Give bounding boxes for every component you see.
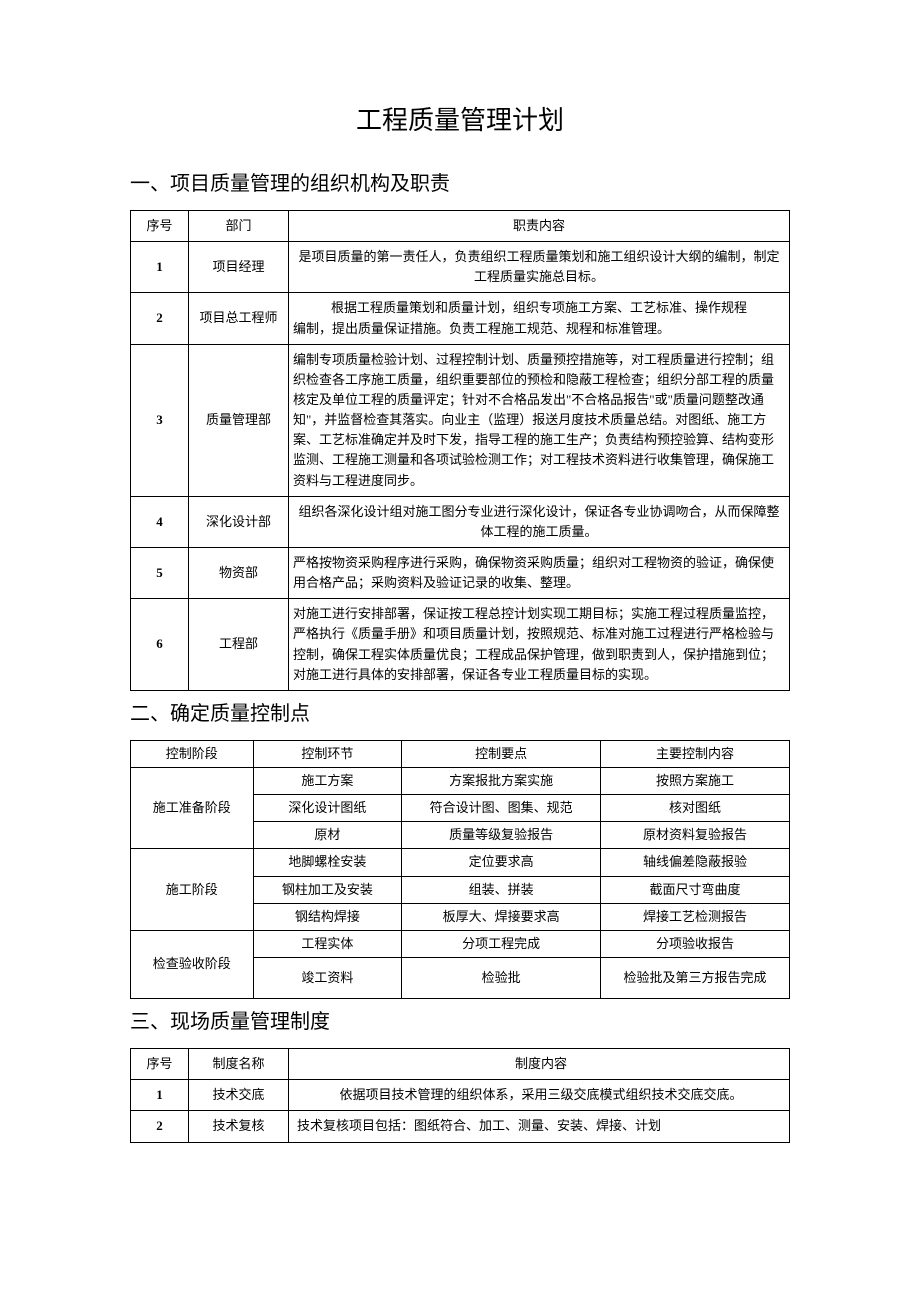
content-line1: 根据工程质量策划和质量计划，组织专项施工方案、工艺标准、操作规程 (293, 298, 785, 318)
row-content: 编制专项质量检验计划、过程控制计划、质量预控措施等，对工程质量进行控制；组织检查… (289, 344, 790, 496)
row-dept: 质量管理部 (189, 344, 289, 496)
row-dept: 项目经理 (189, 242, 289, 293)
row-name: 技术复核 (189, 1111, 289, 1142)
row-num: 2 (131, 1111, 189, 1142)
point-cell: 方案报批方案实施 (402, 767, 601, 794)
section-1-heading: 一、项目质量管理的组织机构及职责 (130, 167, 790, 196)
main-cell: 原材资料复验报告 (601, 822, 790, 849)
main-cell: 轴线偏差隐蔽报验 (601, 849, 790, 876)
table-header-link: 控制环节 (253, 740, 402, 767)
table-header-content: 制度内容 (289, 1049, 790, 1080)
table-header-row: 序号 制度名称 制度内容 (131, 1049, 790, 1080)
table-header-name: 制度名称 (189, 1049, 289, 1080)
link-cell: 深化设计图纸 (253, 795, 402, 822)
table-header-row: 控制阶段 控制环节 控制要点 主要控制内容 (131, 740, 790, 767)
table-header-num: 序号 (131, 1049, 189, 1080)
table-row: 5 物资部 严格按物资采购程序进行采购，确保物资采购质量；组织对工程物资的验证，… (131, 547, 790, 598)
main-cell: 核对图纸 (601, 795, 790, 822)
point-cell: 检验批 (402, 957, 601, 998)
row-name: 技术交底 (189, 1080, 289, 1111)
main-cell: 焊接工艺检测报告 (601, 903, 790, 930)
row-num: 4 (131, 496, 189, 547)
row-content: 依据项目技术管理的组织体系，采用三级交底模式组织技术交底交底。 (289, 1080, 790, 1111)
table-row: 检查验收阶段 工程实体 分项工程完成 分项验收报告 (131, 930, 790, 957)
point-cell: 定位要求高 (402, 849, 601, 876)
point-cell: 质量等级复验报告 (402, 822, 601, 849)
link-cell: 竣工资料 (253, 957, 402, 998)
table-2-control-points: 控制阶段 控制环节 控制要点 主要控制内容 施工准备阶段 施工方案 方案报批方案… (130, 740, 790, 999)
section-3-heading: 三、现场质量管理制度 (130, 1005, 790, 1034)
link-cell: 原材 (253, 822, 402, 849)
table-header-num: 序号 (131, 211, 189, 242)
phase-cell: 施工阶段 (131, 849, 254, 930)
table-row: 施工准备阶段 施工方案 方案报批方案实施 按照方案施工 (131, 767, 790, 794)
table-1-responsibilities: 序号 部门 职责内容 1 项目经理 是项目质量的第一责任人，负责组织工程质量策划… (130, 210, 790, 691)
row-num: 6 (131, 599, 189, 691)
table-row: 施工阶段 地脚螺栓安装 定位要求高 轴线偏差隐蔽报验 (131, 849, 790, 876)
row-content: 根据工程质量策划和质量计划，组织专项施工方案、工艺标准、操作规程 编制，提出质量… (289, 293, 790, 344)
row-dept: 项目总工程师 (189, 293, 289, 344)
table-3-management-system: 序号 制度名称 制度内容 1 技术交底 依据项目技术管理的组织体系，采用三级交底… (130, 1048, 790, 1142)
row-dept: 工程部 (189, 599, 289, 691)
table-header-content: 职责内容 (289, 211, 790, 242)
table-row: 2 项目总工程师 根据工程质量策划和质量计划，组织专项施工方案、工艺标准、操作规… (131, 293, 790, 344)
main-cell: 检验批及第三方报告完成 (601, 957, 790, 998)
link-cell: 钢结构焊接 (253, 903, 402, 930)
content-line2: 编制，提出质量保证措施。负责工程施工规范、规程和标准管理。 (293, 319, 785, 339)
point-cell: 组装、拼装 (402, 876, 601, 903)
link-cell: 工程实体 (253, 930, 402, 957)
row-content: 组织各深化设计组对施工图分专业进行深化设计，保证各专业协调吻合，从而保障整体工程… (289, 496, 790, 547)
main-cell: 截面尺寸弯曲度 (601, 876, 790, 903)
main-cell: 按照方案施工 (601, 767, 790, 794)
table-header-point: 控制要点 (402, 740, 601, 767)
row-num: 3 (131, 344, 189, 496)
row-content: 对施工进行安排部署，保证按工程总控计划实现工期目标；实施工程过程质量监控，严格执… (289, 599, 790, 691)
table-header-row: 序号 部门 职责内容 (131, 211, 790, 242)
row-dept: 物资部 (189, 547, 289, 598)
row-content: 技术复核项目包括：图纸符合、加工、测量、安装、焊接、计划 (289, 1111, 790, 1142)
document-title: 工程质量管理计划 (130, 100, 790, 137)
table-row: 1 技术交底 依据项目技术管理的组织体系，采用三级交底模式组织技术交底交底。 (131, 1080, 790, 1111)
phase-cell: 施工准备阶段 (131, 767, 254, 848)
point-cell: 板厚大、焊接要求高 (402, 903, 601, 930)
section-2-heading: 二、确定质量控制点 (130, 697, 790, 726)
table-row: 3 质量管理部 编制专项质量检验计划、过程控制计划、质量预控措施等，对工程质量进… (131, 344, 790, 496)
link-cell: 施工方案 (253, 767, 402, 794)
table-header-main: 主要控制内容 (601, 740, 790, 767)
row-content: 是项目质量的第一责任人，负责组织工程质量策划和施工组织设计大纲的编制，制定工程质… (289, 242, 790, 293)
phase-cell: 检查验收阶段 (131, 930, 254, 998)
main-cell: 分项验收报告 (601, 930, 790, 957)
point-cell: 分项工程完成 (402, 930, 601, 957)
row-num: 1 (131, 1080, 189, 1111)
link-cell: 地脚螺栓安装 (253, 849, 402, 876)
row-content: 严格按物资采购程序进行采购，确保物资采购质量；组织对工程物资的验证，确保使用合格… (289, 547, 790, 598)
table-row: 4 深化设计部 组织各深化设计组对施工图分专业进行深化设计，保证各专业协调吻合，… (131, 496, 790, 547)
row-num: 1 (131, 242, 189, 293)
table-row: 1 项目经理 是项目质量的第一责任人，负责组织工程质量策划和施工组织设计大纲的编… (131, 242, 790, 293)
link-cell: 钢柱加工及安装 (253, 876, 402, 903)
row-dept: 深化设计部 (189, 496, 289, 547)
row-num: 2 (131, 293, 189, 344)
table-row: 2 技术复核 技术复核项目包括：图纸符合、加工、测量、安装、焊接、计划 (131, 1111, 790, 1142)
row-num: 5 (131, 547, 189, 598)
table-header-dept: 部门 (189, 211, 289, 242)
table-header-phase: 控制阶段 (131, 740, 254, 767)
point-cell: 符合设计图、图集、规范 (402, 795, 601, 822)
table-row: 6 工程部 对施工进行安排部署，保证按工程总控计划实现工期目标；实施工程过程质量… (131, 599, 790, 691)
